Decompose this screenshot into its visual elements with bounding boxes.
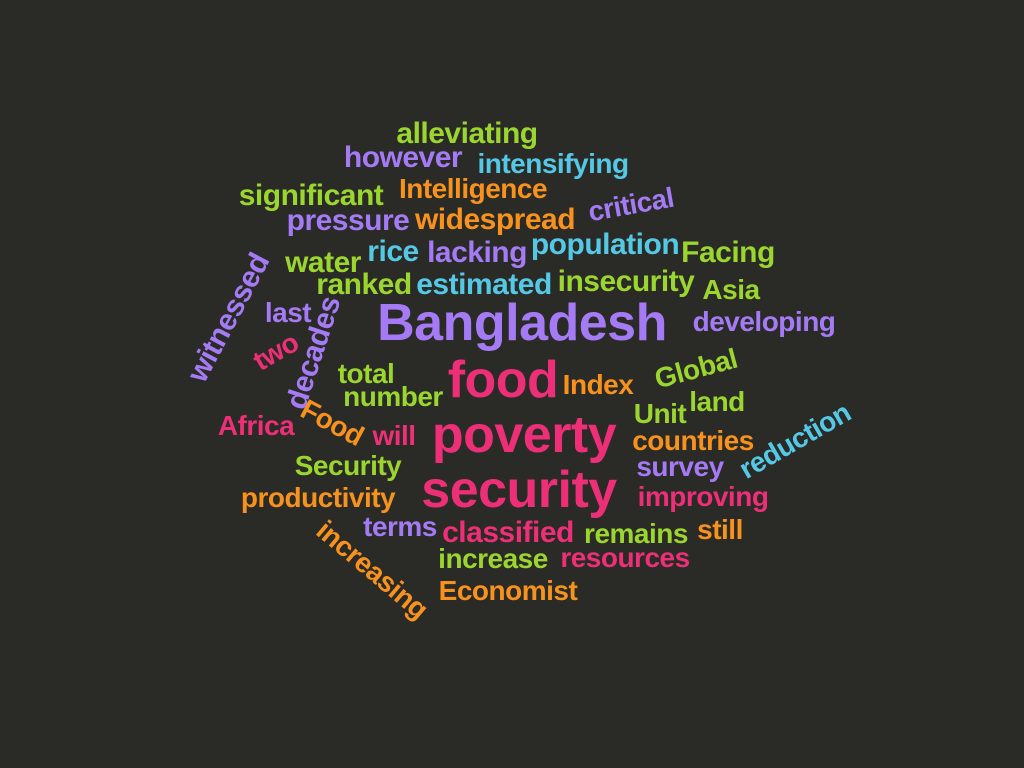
word-unit: Unit [633, 398, 687, 429]
word-terms: terms [363, 511, 437, 542]
word-intelligence: Intelligence [398, 173, 548, 204]
word-intensifying: intensifying [477, 148, 629, 179]
word-land: land [689, 386, 745, 417]
word-developing: developing [692, 306, 836, 337]
word-widespread: widespread [414, 203, 576, 236]
word-insecurity: insecurity [557, 265, 695, 298]
word-security-capitalized: Security [294, 450, 402, 481]
word-index: Index [562, 369, 634, 400]
word-resources: resources [560, 542, 690, 573]
word-survey: survey [636, 451, 724, 482]
word-water: water [285, 246, 361, 279]
word-bangladesh: Bangladesh [377, 294, 667, 352]
word-ranked: ranked [316, 268, 412, 301]
word-pressure: pressure [286, 204, 410, 237]
word-rice: rice [367, 235, 419, 268]
word-food: food [447, 351, 559, 409]
word-last: last [264, 297, 312, 328]
word-asia: Asia [702, 274, 760, 305]
word-productivity: productivity [240, 482, 396, 513]
word-classified: classified [442, 516, 574, 549]
word-poverty: poverty [431, 406, 617, 464]
word-number: number [343, 381, 443, 412]
word-estimated: estimated [416, 268, 552, 301]
word-countries: countries [632, 425, 754, 456]
word-significant: significant [238, 179, 384, 212]
word-remains: remains [584, 518, 688, 549]
word-economist: Economist [438, 575, 578, 606]
word-population: population [530, 228, 680, 261]
word-increase: increase [438, 543, 548, 574]
word-will: will [372, 420, 416, 451]
word-improving: improving [637, 481, 769, 512]
word-total: total [337, 358, 395, 389]
word-however: however [343, 141, 463, 174]
word-still: still [697, 514, 743, 545]
word-critical: critical [585, 181, 677, 228]
word-alleviating: alleviating [396, 117, 538, 150]
word-lacking: lacking [427, 236, 527, 269]
word-security: security [421, 461, 617, 519]
word-africa: Africa [217, 410, 295, 441]
word-facing: Facing [681, 236, 775, 269]
